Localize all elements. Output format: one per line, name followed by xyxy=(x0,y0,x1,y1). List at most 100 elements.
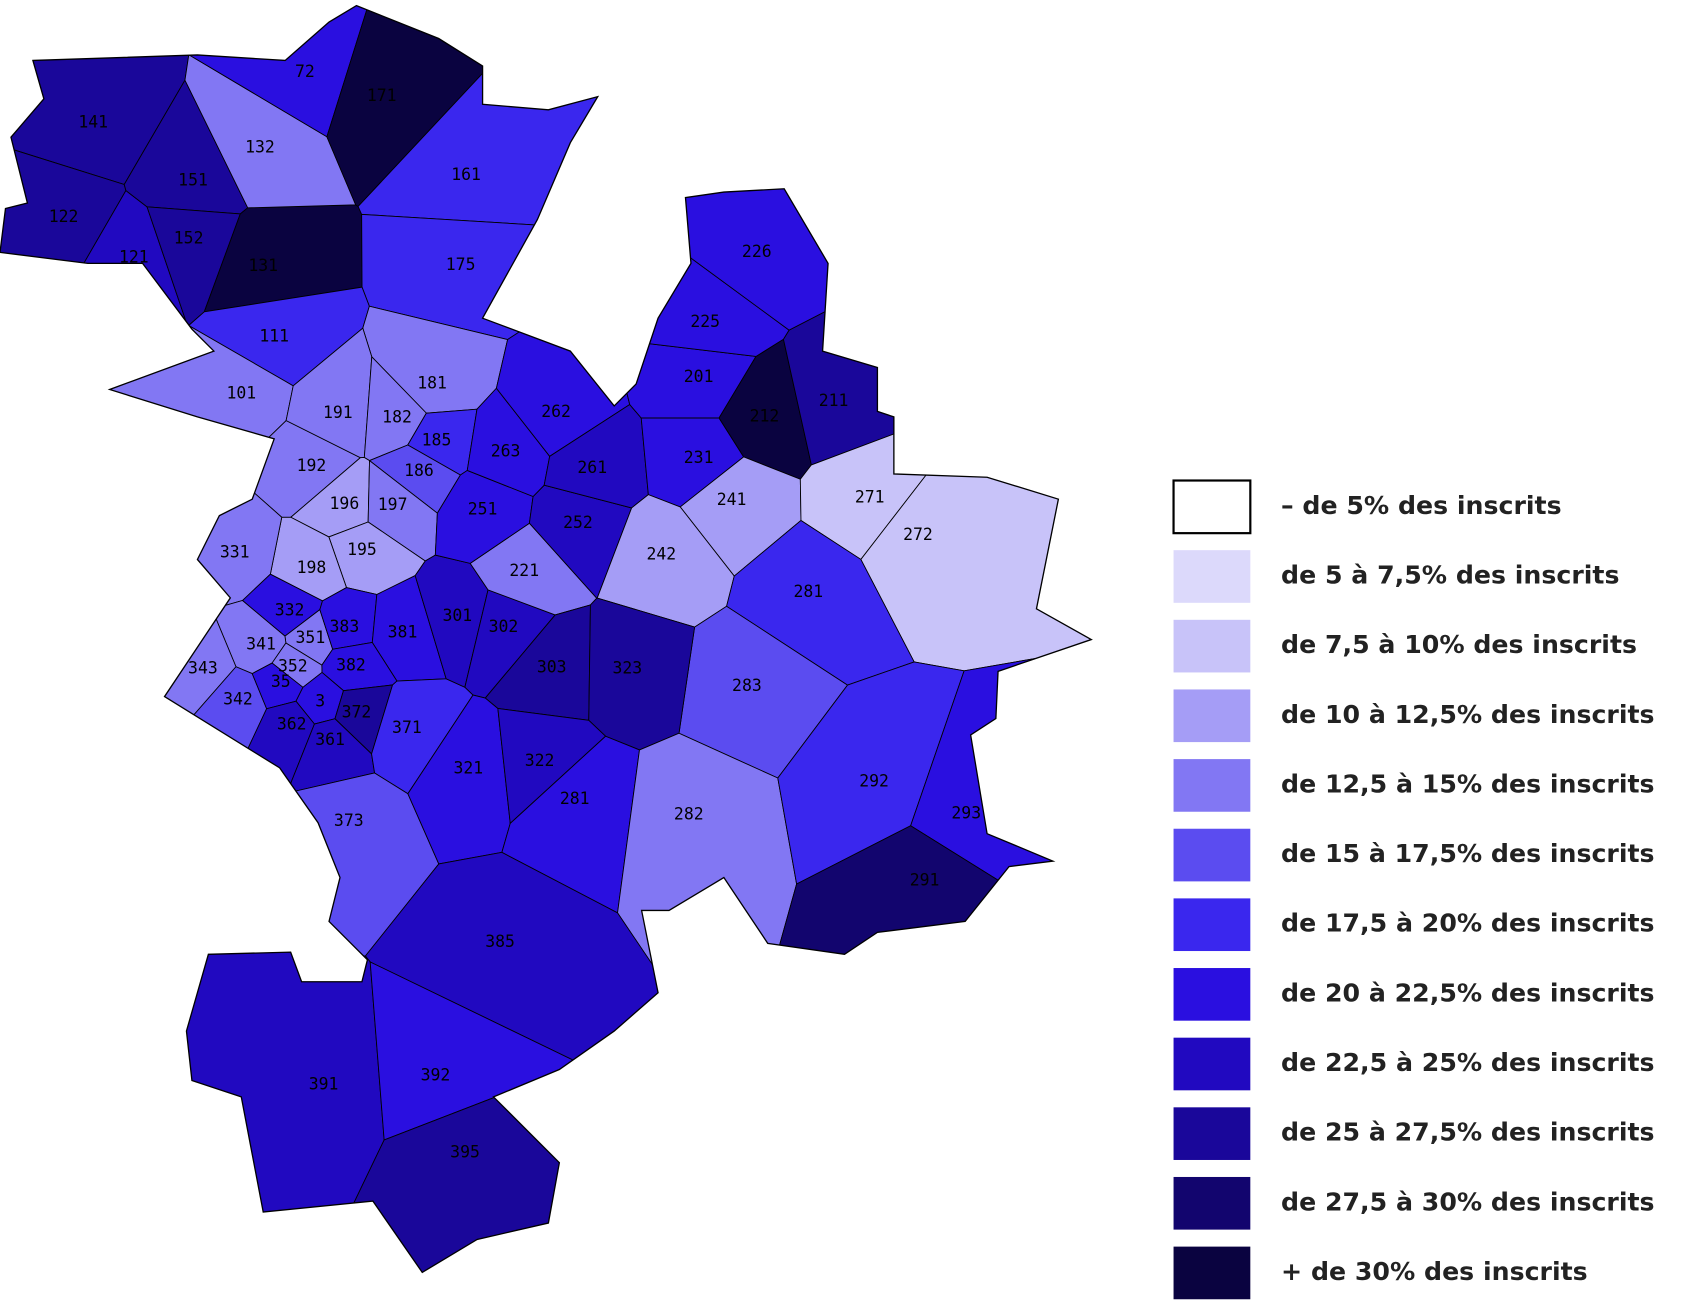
district xyxy=(0,127,127,490)
district-label: 385 xyxy=(485,932,515,951)
district-label: 381 xyxy=(388,622,418,641)
district-label: 361 xyxy=(315,730,345,749)
district-label: 291 xyxy=(910,870,940,889)
legend-label: de 22,5 à 25% des inscrits xyxy=(1281,1048,1655,1077)
district-label: 195 xyxy=(347,540,377,559)
legend-label: de 17,5 à 20% des inscrits xyxy=(1281,909,1655,938)
district-label: 226 xyxy=(742,242,772,261)
district-label: 372 xyxy=(342,703,372,722)
district-label: 182 xyxy=(382,407,412,426)
district-label: 221 xyxy=(509,561,539,580)
legend-swatch xyxy=(1173,759,1251,812)
district-label: 392 xyxy=(421,1066,451,1085)
district xyxy=(860,258,1092,672)
district-label: 152 xyxy=(174,229,204,248)
district-label: 391 xyxy=(309,1074,339,1093)
district-label: 197 xyxy=(378,495,408,514)
district-label: 293 xyxy=(951,803,981,822)
district-label: 292 xyxy=(859,772,889,791)
district xyxy=(782,114,1092,466)
legend-label: de 15 à 17,5% des inscrits xyxy=(1281,839,1655,868)
district-label: 362 xyxy=(277,715,307,734)
legend-label: de 7,5 à 10% des inscrits xyxy=(1281,630,1637,659)
district-label: 383 xyxy=(330,617,360,636)
district-label: 371 xyxy=(392,718,422,737)
legend-swatch xyxy=(1172,479,1252,535)
district-label: 331 xyxy=(220,542,250,561)
district-label: 35 xyxy=(271,672,291,691)
legend-swatch xyxy=(1173,1246,1251,1300)
district-label: 192 xyxy=(297,456,327,475)
district-label: 151 xyxy=(178,171,208,190)
district-label: 122 xyxy=(49,207,79,226)
legend-swatch xyxy=(1173,828,1251,882)
city-outline xyxy=(0,4,1093,1274)
district-label: 342 xyxy=(223,689,253,708)
district-label: 281 xyxy=(560,789,590,808)
legend-label: + de 30% des inscrits xyxy=(1281,1257,1588,1286)
legend-label: de 5 à 7,5% des inscrits xyxy=(1281,560,1619,589)
district-label: 303 xyxy=(537,658,567,677)
district-label: 323 xyxy=(613,659,643,678)
district-label: 341 xyxy=(246,635,276,654)
district-label: 251 xyxy=(468,500,498,519)
legend-swatch xyxy=(1173,1107,1251,1160)
legend-label: de 27,5 à 30% des inscrits xyxy=(1281,1187,1655,1216)
legend-swatch xyxy=(1173,619,1251,673)
districts xyxy=(0,5,1092,1273)
district-label: 343 xyxy=(188,659,218,678)
legend-label: de 20 à 22,5% des inscrits xyxy=(1281,978,1655,1007)
district-label: 281 xyxy=(793,582,823,601)
legend-label: de 10 à 12,5% des inscrits xyxy=(1281,700,1655,729)
district-label: 175 xyxy=(446,255,476,274)
district-label: 211 xyxy=(819,391,849,410)
legend-swatch xyxy=(1173,1176,1251,1230)
district-label: 382 xyxy=(336,655,366,674)
legend-swatch xyxy=(1173,898,1251,952)
district-label: 132 xyxy=(245,138,275,157)
district-label: 212 xyxy=(750,406,780,425)
district-label: 321 xyxy=(453,758,483,777)
district-label: 201 xyxy=(684,367,714,386)
district-label: 263 xyxy=(491,441,521,460)
district-label: 181 xyxy=(417,373,447,392)
district-label: 131 xyxy=(248,256,278,275)
district xyxy=(0,463,283,610)
district-labels: 141 122 121 151 152 131 132 72 171 161 175 111 101 18… xyxy=(49,62,981,1161)
district-label: 3 xyxy=(315,692,325,711)
district-label: 72 xyxy=(295,62,315,81)
legend-label: de 25 à 27,5% des inscrits xyxy=(1281,1118,1655,1147)
legend-label: de 12,5 à 15% des inscrits xyxy=(1281,769,1655,798)
district-label: 373 xyxy=(334,811,364,830)
district-label: 352 xyxy=(278,656,308,675)
district-label: 121 xyxy=(119,247,149,266)
district-label: 252 xyxy=(563,513,593,532)
district-label: 141 xyxy=(78,112,108,131)
district-label: 231 xyxy=(684,448,714,467)
district xyxy=(738,825,1092,1273)
legend-swatch xyxy=(1173,1037,1251,1091)
district-label: 161 xyxy=(451,165,481,184)
district-label: 225 xyxy=(690,312,720,331)
legend: – de 5% des inscrits de 5 à 7,5% des insc… xyxy=(1172,479,1655,1300)
district-label: 332 xyxy=(275,601,305,620)
legend-swatch xyxy=(1173,968,1251,1021)
district-label: 186 xyxy=(404,461,434,480)
district-label: 241 xyxy=(717,490,747,509)
district-label: 302 xyxy=(489,617,519,636)
district-label: 395 xyxy=(450,1142,480,1161)
district xyxy=(0,930,385,1273)
district-label: 351 xyxy=(296,628,326,647)
legend-swatch xyxy=(1173,550,1251,603)
legend-swatch xyxy=(1173,689,1251,743)
district-label: 282 xyxy=(674,805,704,824)
district-label: 272 xyxy=(903,525,933,544)
district-label: 242 xyxy=(647,545,677,564)
district-label: 283 xyxy=(732,676,762,695)
district xyxy=(617,732,798,1092)
district xyxy=(0,535,237,970)
district-label: 171 xyxy=(367,86,397,105)
district-label: 111 xyxy=(259,326,289,345)
district-label: 191 xyxy=(323,403,353,422)
